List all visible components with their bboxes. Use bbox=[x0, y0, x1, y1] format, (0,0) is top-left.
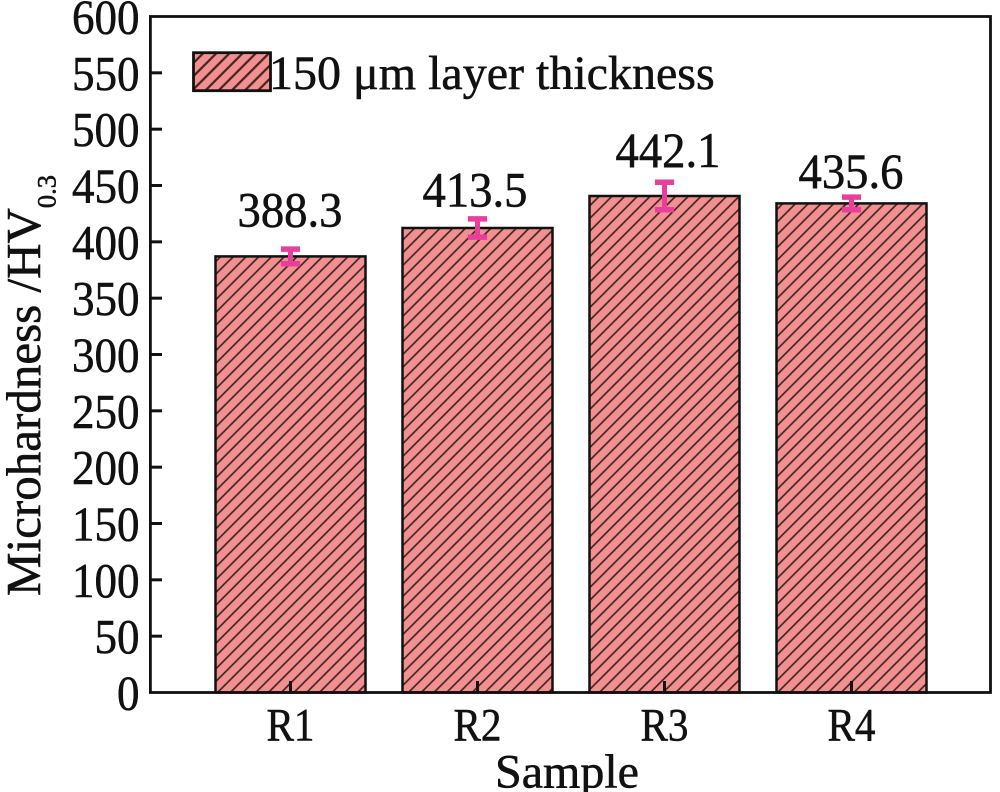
svg-text:550: 550 bbox=[72, 46, 140, 101]
svg-text:R1: R1 bbox=[267, 700, 315, 752]
svg-text:300: 300 bbox=[72, 328, 140, 383]
svg-text:388.3: 388.3 bbox=[238, 182, 343, 238]
svg-text:150 μm layer thickness: 150 μm layer thickness bbox=[269, 47, 715, 100]
svg-text:R2: R2 bbox=[454, 700, 502, 752]
svg-text:350: 350 bbox=[72, 271, 140, 326]
svg-text:600: 600 bbox=[72, 0, 140, 45]
svg-text:400: 400 bbox=[72, 215, 140, 270]
svg-text:200: 200 bbox=[72, 440, 140, 495]
svg-text:0: 0 bbox=[117, 666, 140, 721]
svg-text:413.5: 413.5 bbox=[423, 162, 528, 218]
svg-text:Microhardness /HV0.3: Microhardness /HV0.3 bbox=[0, 175, 62, 596]
svg-text:50: 50 bbox=[95, 609, 140, 664]
svg-text:R4: R4 bbox=[828, 700, 876, 752]
svg-text:450: 450 bbox=[72, 159, 140, 214]
svg-text:250: 250 bbox=[72, 384, 140, 439]
svg-text:100: 100 bbox=[72, 553, 140, 608]
svg-text:435.6: 435.6 bbox=[799, 143, 904, 199]
svg-text:R3: R3 bbox=[641, 700, 689, 752]
svg-text:150: 150 bbox=[72, 497, 140, 552]
svg-text:442.1: 442.1 bbox=[616, 122, 721, 178]
svg-text:Sample: Sample bbox=[495, 746, 639, 792]
svg-text:500: 500 bbox=[72, 102, 140, 157]
